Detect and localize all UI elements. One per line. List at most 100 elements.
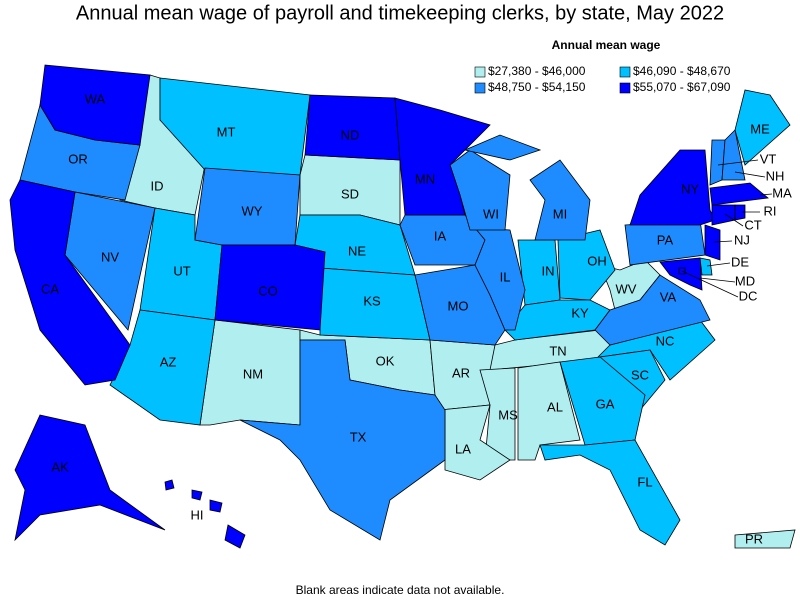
state-shape	[559, 356, 646, 446]
state-shape	[711, 204, 736, 226]
state-shape	[463, 134, 542, 161]
legend-swatch	[619, 66, 631, 78]
state-label: SC	[631, 367, 649, 382]
legend-label: $55,070 - $67,090	[633, 80, 731, 94]
leader-line	[734, 171, 766, 178]
state-shape	[539, 439, 681, 546]
leader-line	[706, 262, 731, 267]
state-label: MN	[415, 171, 435, 186]
leader-line	[717, 159, 759, 166]
state-label: OK	[376, 353, 395, 368]
state-label: TN	[549, 343, 566, 358]
legend-swatch	[619, 82, 631, 94]
state-label: OH	[587, 253, 607, 268]
state-label: RI	[764, 203, 777, 218]
state-label: LA	[455, 441, 471, 456]
state-shape	[504, 299, 611, 341]
state-label: IA	[434, 228, 447, 243]
state-label: OR	[68, 151, 88, 166]
state-shape	[39, 64, 151, 146]
state-label: NC	[656, 333, 675, 348]
state-label: WI	[483, 206, 499, 221]
state-label: AR	[452, 365, 470, 380]
state-label: WY	[242, 203, 263, 218]
state-label: CA	[41, 281, 59, 296]
state-label: MO	[448, 298, 469, 313]
state-shape	[209, 499, 223, 513]
state-label: CT	[744, 217, 761, 232]
state-shape	[699, 257, 713, 276]
state-shape	[191, 489, 203, 501]
state-label: MA	[772, 185, 792, 200]
state-label: GA	[596, 396, 615, 411]
state-shape	[239, 339, 446, 541]
state-label: ME	[750, 121, 770, 136]
leader-line	[699, 277, 736, 283]
state-label: PR	[745, 531, 763, 546]
legend-label: $48,750 - $54,150	[488, 80, 586, 94]
state-shape	[14, 414, 166, 542]
leader-line	[681, 270, 739, 298]
state-label: NY	[681, 181, 699, 196]
legend-swatch	[474, 82, 486, 94]
leader-line	[759, 193, 773, 196]
legend-label: $27,380 - $46,000	[488, 64, 586, 78]
state-label: VT	[760, 151, 777, 166]
footnote: Blank areas indicate data not available.	[296, 583, 505, 597]
state-label: MT	[217, 124, 236, 139]
state-shape	[557, 229, 616, 301]
state-label: NH	[766, 168, 785, 183]
state-label: CO	[258, 283, 278, 298]
state-label: NJ	[734, 232, 750, 247]
state-label: ND	[341, 127, 360, 142]
state-shape	[734, 89, 791, 166]
state-shape	[629, 149, 716, 226]
state-label: AZ	[160, 354, 177, 369]
state-label: AK	[51, 459, 69, 474]
state-label: WA	[85, 91, 106, 106]
state-label: UT	[173, 263, 190, 278]
leader-line	[724, 213, 744, 227]
state-label: IN	[542, 263, 555, 278]
state-label: SD	[341, 186, 359, 201]
state-labels: ID SD NM OK AR TN MS AL LA WV PR MT UT AZ NE KS IN OH KY NC…	[41, 91, 792, 546]
legend-label: $46,090 - $48,670	[633, 64, 731, 78]
state-shape	[394, 97, 491, 216]
state-shape	[721, 129, 746, 181]
legend-title: Annual mean wage	[552, 38, 661, 52]
state-label: FL	[637, 474, 652, 489]
state-label: NV	[101, 249, 119, 264]
state-label: WV	[616, 281, 637, 296]
state-label: DC	[739, 288, 758, 303]
state-shape	[214, 244, 326, 331]
state-label: TX	[350, 429, 367, 444]
state-label: KS	[363, 293, 381, 308]
legend-swatch	[474, 66, 486, 78]
state-label: MI	[553, 206, 567, 221]
state-label: NE	[348, 243, 366, 258]
state-shape	[529, 159, 591, 241]
state-shape	[734, 204, 746, 221]
state-label: PA	[657, 232, 674, 247]
state-label: MS	[498, 407, 518, 422]
state-shape	[594, 274, 711, 346]
states	[9, 64, 796, 549]
state-label: MD	[735, 273, 755, 288]
state-label: NM	[243, 366, 263, 381]
state-shape	[734, 529, 796, 549]
state-shape	[704, 224, 721, 261]
state-label: VA	[660, 289, 677, 304]
state-label: AL	[547, 399, 563, 414]
state-shape	[709, 182, 769, 206]
leader-line	[713, 240, 733, 243]
state-label: IL	[500, 269, 511, 284]
map-title: Annual mean wage of payroll and timekeep…	[76, 2, 724, 24]
state-shape	[164, 479, 175, 491]
state-shape	[474, 227, 526, 331]
state-label: HI	[191, 507, 204, 522]
state-label: ID	[151, 178, 164, 193]
state-shape	[9, 179, 131, 386]
legend: $27,380 - $46,000 $46,090 - $48,670 $48,75…	[474, 64, 731, 94]
state-label: KY	[571, 305, 589, 320]
